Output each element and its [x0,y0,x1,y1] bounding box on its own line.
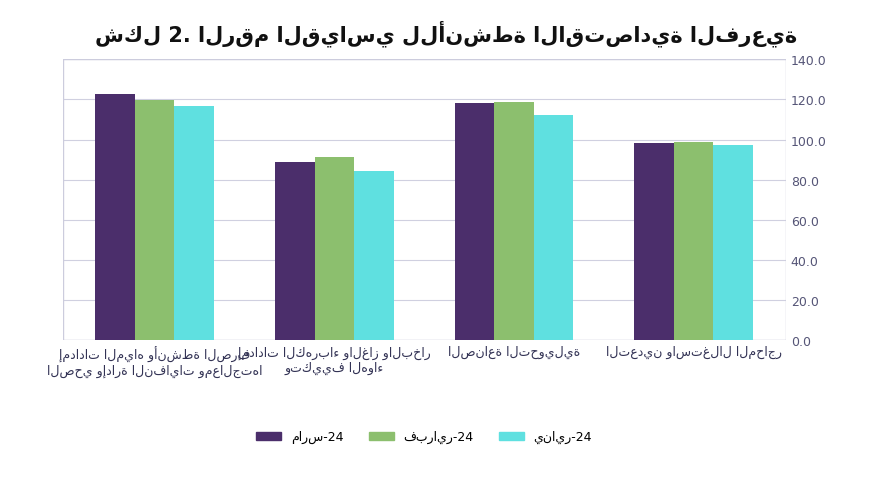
Bar [674,142,714,341]
Bar [355,171,394,341]
Bar [275,162,314,341]
Bar [63,60,786,341]
Bar [455,104,494,341]
Bar [634,143,674,341]
Bar [314,157,355,341]
Bar [96,95,135,341]
Bar [534,116,573,341]
Bar [494,103,534,341]
Bar [714,145,753,341]
Bar [135,101,174,341]
Bar [174,107,214,341]
Text: شكل 2. الرقم القياسي للأنشطة الاقتصادية الفرعية: شكل 2. الرقم القياسي للأنشطة الاقتصادية … [96,20,797,47]
Legend: مارس-24, فبراير-24, يناير-24: مارس-24, فبراير-24, يناير-24 [251,425,597,448]
